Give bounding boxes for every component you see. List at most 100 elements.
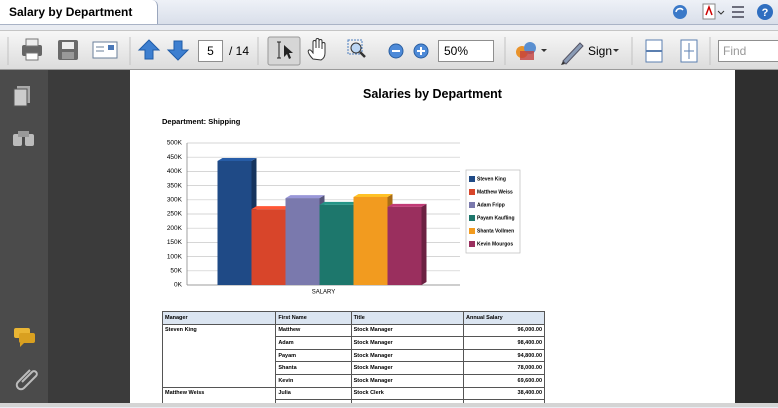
table-cell: Stock Manager <box>350 336 464 350</box>
comments-icon[interactable] <box>14 328 35 347</box>
options-icon[interactable] <box>732 6 744 18</box>
bar <box>217 160 252 285</box>
salary-table: Manager First Name Title Annual Salary Steve… <box>161 311 546 403</box>
bar-top <box>251 206 291 210</box>
y-tick-label: 500K <box>167 140 183 147</box>
y-tick-label: 450K <box>167 154 183 161</box>
column-header: First Name <box>275 311 352 325</box>
zoom-in[interactable] <box>413 43 429 59</box>
bar <box>319 204 354 285</box>
y-tick-label: 0K <box>174 282 183 289</box>
table-cell: Stock Manager <box>350 373 464 388</box>
legend-swatch <box>469 241 475 247</box>
find-input[interactable]: Find <box>718 40 778 62</box>
sign-button[interactable]: Sign <box>588 44 613 58</box>
pdf-page: Salaries by Department Department: Shipp… <box>130 70 735 403</box>
svg-text:?: ? <box>762 7 769 19</box>
sidebar-icons <box>13 86 38 391</box>
table-cell: 69,600.00 <box>462 373 546 388</box>
y-tick-label: 150K <box>167 239 183 246</box>
table-cell: Adam <box>275 336 352 350</box>
y-tick-label: 350K <box>167 182 183 189</box>
header-row: Manager First Name Title Annual Salary <box>161 311 546 325</box>
column-header: Manager <box>161 311 277 325</box>
table-row: Kevin Stock Manager 69,600.00 <box>163 373 546 388</box>
tab-bar: Salary by Department ? <box>0 0 778 25</box>
bar <box>285 198 320 285</box>
legend-swatch <box>469 215 475 221</box>
marquee-zoom[interactable] <box>347 39 366 58</box>
y-tick-label: 300K <box>167 197 183 204</box>
column-header: Title <box>350 311 464 325</box>
legend-label: Adam Fripp <box>477 202 505 208</box>
zoom-input[interactable]: 50% <box>438 40 494 62</box>
bar-side <box>421 203 427 285</box>
separator <box>7 37 711 65</box>
save-button[interactable] <box>58 40 78 60</box>
table-cell: 33,600.00 <box>462 399 546 403</box>
y-tick-label: 50K <box>170 268 182 275</box>
table-cell: 96,000.00 <box>462 323 546 338</box>
toolbar-icons <box>7 36 711 66</box>
page-input[interactable]: 5 <box>198 40 223 62</box>
next-page-button[interactable] <box>166 40 190 61</box>
tab-icons: ? <box>673 3 773 20</box>
right-panel <box>735 70 778 403</box>
bar-chart: 0K 50K 100K 150K 200K 250K 300K 350K 400K 450K 500… <box>167 140 521 296</box>
help-icon[interactable]: ? <box>757 4 773 20</box>
fit-page[interactable] <box>680 39 698 63</box>
table-row: Shanta Stock Manager 78,000.00 <box>163 361 546 375</box>
bar-top <box>387 203 427 207</box>
tools-button[interactable] <box>516 42 547 60</box>
bar-top <box>319 201 359 205</box>
table-cell: Matthew <box>275 323 352 338</box>
print-button[interactable] <box>22 38 42 61</box>
table-cell: Stock Manager <box>350 361 464 375</box>
legend: Steven King Matthew Weiss Adam Fripp Payam … <box>465 169 521 254</box>
prev-page-button[interactable] <box>137 39 161 60</box>
legend-swatch <box>469 228 475 234</box>
attachments-icon[interactable] <box>15 369 38 391</box>
x-tick-label: SALARY <box>312 290 336 296</box>
table-cell: Stock Clerk <box>350 386 464 401</box>
manager-cell: Matthew Weiss <box>161 386 277 403</box>
bar-top <box>217 157 257 161</box>
legend-swatch <box>469 176 475 182</box>
legend-label: Payam Kaufling <box>477 215 515 221</box>
table-row: Payam Stock Manager 94,800.00 <box>163 348 546 363</box>
table-cell: 94,800.00 <box>462 348 546 363</box>
manager-cell: Steven King <box>161 323 277 388</box>
table-cell: Payam <box>275 348 352 363</box>
y-tick-label: 250K <box>167 211 183 218</box>
pdf-icon[interactable] <box>702 3 725 20</box>
legend-box <box>465 169 521 254</box>
table-cell: Shanta <box>275 361 352 375</box>
y-tick-label: 200K <box>167 225 183 232</box>
table-cell: Julia <box>275 386 352 401</box>
sign-icon[interactable] <box>561 42 619 65</box>
bar <box>251 209 286 285</box>
email-button[interactable] <box>92 41 118 59</box>
legend-swatch <box>469 189 475 195</box>
select-tool[interactable] <box>267 36 301 66</box>
table-cell: Kevin <box>275 373 352 388</box>
hand-tool[interactable] <box>307 38 326 61</box>
status-strip <box>0 403 778 407</box>
document-tab[interactable]: Salary by Department <box>0 0 158 24</box>
search-icon[interactable] <box>13 131 34 146</box>
sync-icon[interactable] <box>673 5 687 19</box>
table-cell: 38,400.00 <box>462 386 546 401</box>
report-title: Salaries by Department <box>363 87 502 101</box>
fit-width[interactable] <box>645 39 663 63</box>
legend-label: Matthew Weiss <box>477 189 513 195</box>
table-cell: 78,000.00 <box>462 361 546 375</box>
bar <box>353 196 388 285</box>
zoom-out[interactable] <box>388 43 404 59</box>
legend-label: Shanta Vollmen <box>477 228 514 234</box>
bar-top <box>353 193 393 197</box>
pages-icon[interactable] <box>13 86 30 107</box>
table-cell: Stock Clerk <box>350 399 464 403</box>
sidebar <box>0 70 48 403</box>
bar <box>387 206 422 285</box>
